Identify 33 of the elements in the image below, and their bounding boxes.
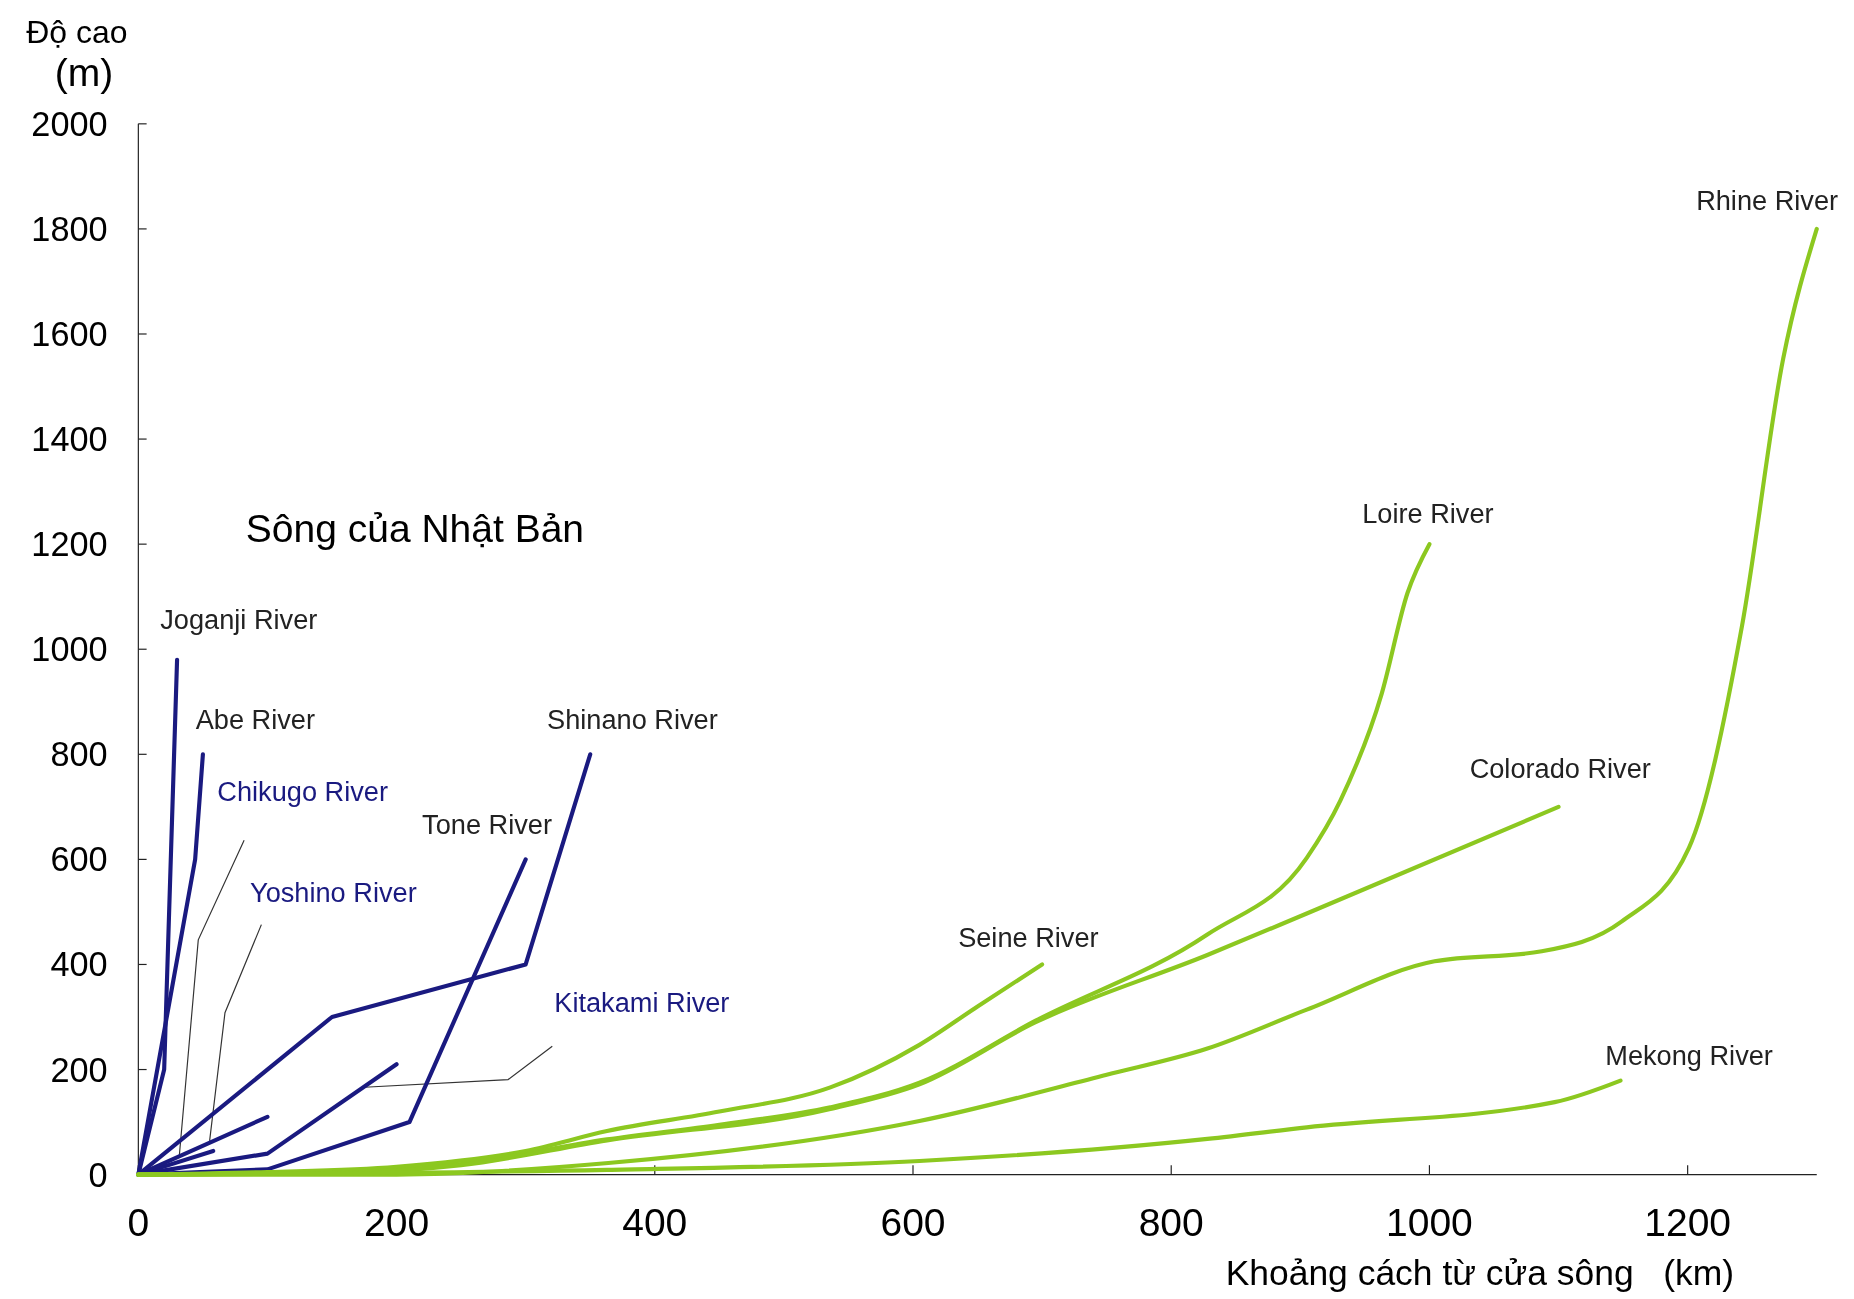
y-tick-label: 400 [50,945,108,984]
y-tick-label: 800 [50,735,108,774]
series-label: Colorado River [1469,752,1651,784]
series-label: Rhine River [1696,185,1839,217]
y-tick-label: 2000 [31,104,108,143]
x-tick-label: 200 [364,1201,430,1245]
text: Chikugo River [217,776,388,808]
y-tick-label: 1000 [31,630,108,669]
x-tick-label: 1000 [1386,1201,1473,1245]
x-tick-label: 400 [622,1201,688,1245]
series-label: Tone River [422,809,552,841]
x-tick-label: 0 [127,1201,150,1245]
series-label: Mekong River [1605,1039,1773,1071]
x-axis-title: Khoảng cách từ cửa sông (km) [1225,1252,1735,1293]
series-label: Loire River [1362,498,1494,530]
series-label: Seine River [958,921,1099,953]
y-tick-label: 600 [50,840,108,879]
y-tick-label: 1600 [31,314,108,353]
series-label: Joganji River [160,603,318,635]
y-tick-label: 0 [88,1155,108,1194]
text: Yoshino River [250,876,417,908]
x-tick-label: 800 [1138,1201,1204,1245]
y-tick-label: 1800 [31,209,108,248]
annotation: Sông của Nhật Bản [245,506,585,550]
y-axis-title: Độ cao (m) [26,14,128,95]
y-tick-label: 200 [50,1050,108,1089]
series-label: Shinano River [547,704,718,736]
y-tick-label: 1400 [31,420,108,459]
y-tick-label: 1200 [31,525,108,564]
x-tick-label: 600 [880,1201,946,1245]
series-label: Abe River [195,704,316,736]
text: Kitakami River [554,986,730,1018]
x-tick-label: 1200 [1644,1201,1732,1245]
